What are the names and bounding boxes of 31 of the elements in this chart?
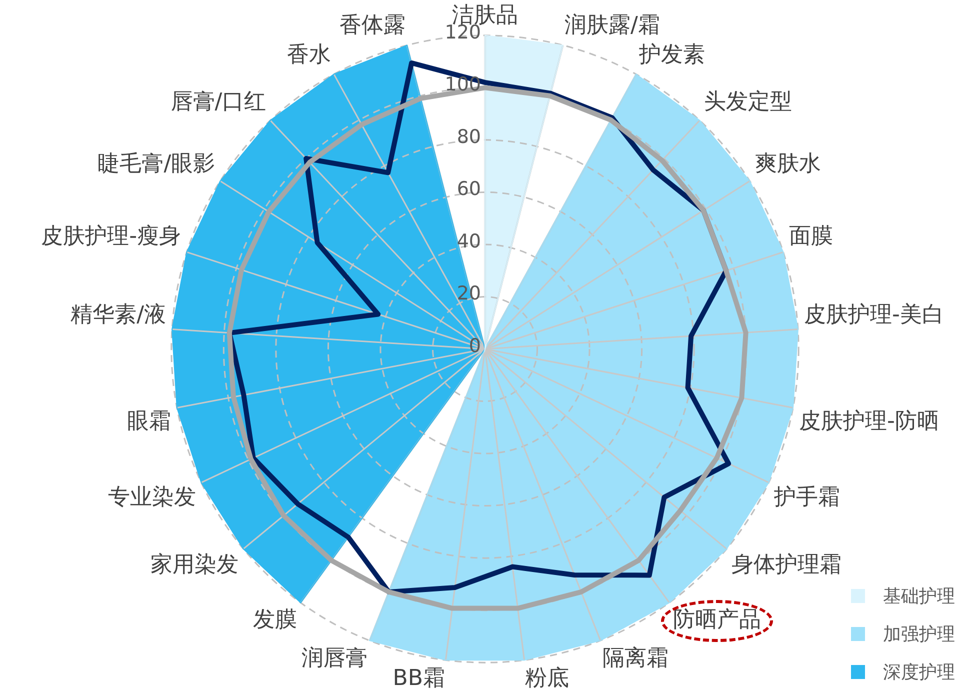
spoke-label: 专业染发 <box>108 485 196 510</box>
y-tick-label: 80 <box>456 126 481 148</box>
spoke-label: 防晒产品 <box>672 607 761 632</box>
spoke-label: 身体护理霜 <box>731 552 842 578</box>
spoke-label: 头发定型 <box>704 90 792 115</box>
legend-label: 深度护理 <box>883 661 955 684</box>
spoke-label: 粉底 <box>525 666 570 691</box>
y-tick-label: 60 <box>456 178 481 200</box>
spoke-label: 润唇膏 <box>301 646 368 672</box>
spoke-label: 皮肤护理-瘦身 <box>41 224 182 249</box>
spoke-label: 发膜 <box>253 607 298 632</box>
spoke-label: 香体露 <box>340 12 406 38</box>
spoke-label: 香水 <box>287 42 332 68</box>
spoke-label: 皮肤护理-美白 <box>804 302 944 328</box>
spoke-label: 家用染发 <box>150 552 239 578</box>
spoke-label: 唇膏/口红 <box>170 90 266 115</box>
spoke-label: 皮肤护理-防晒 <box>798 408 939 434</box>
legend-label: 基础护理 <box>883 585 955 608</box>
spoke-label: 隔离霜 <box>602 646 669 672</box>
spoke-label: 护发素 <box>638 42 705 68</box>
legend-label: 加强护理 <box>883 623 955 646</box>
spoke-label: 面膜 <box>788 224 833 249</box>
spoke-label: 护手霜 <box>773 485 840 510</box>
y-tick-label: 40 <box>456 230 481 252</box>
spoke-label: 爽肤水 <box>754 151 821 176</box>
spoke-label: 睫毛膏/眼影 <box>98 151 216 176</box>
spoke-label: 眼霜 <box>127 408 172 434</box>
spoke-label: BB霜 <box>392 666 445 691</box>
spoke-label: 润肤露/霜 <box>564 12 660 38</box>
spoke-label: 精华素/液 <box>70 302 166 328</box>
y-tick-label: 100 <box>444 74 481 96</box>
